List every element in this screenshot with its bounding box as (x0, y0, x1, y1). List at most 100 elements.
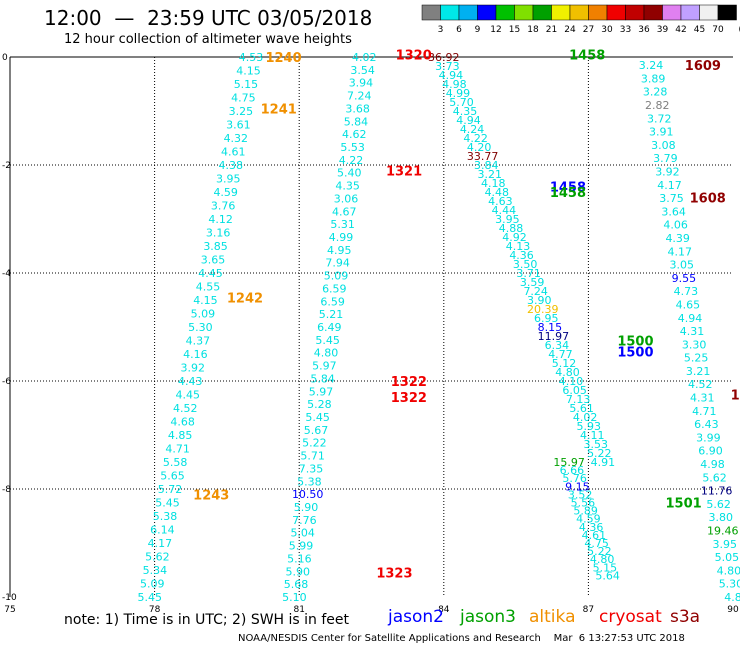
swh-value-label: 4.12 (208, 213, 233, 226)
time-label: 1608 (690, 191, 726, 206)
swh-value-label: 5.56 (571, 497, 596, 510)
swh-value-label: 3.54 (350, 64, 375, 77)
swh-value-label: 3.94 (349, 77, 374, 90)
swh-value-label: 7.35 (299, 462, 324, 475)
swh-value-label: 5.40 (337, 167, 362, 180)
swh-value-label: 4.99 (446, 87, 471, 100)
swh-value-label: 5.22 (587, 545, 612, 558)
swh-value-label: 6.66 (560, 464, 585, 477)
swh-value-label: 5.58 (163, 456, 188, 469)
swh-value-label: 5.62 (702, 471, 727, 484)
swh-value-label: 4.43 (178, 375, 203, 388)
color-scale-swatch (477, 4, 497, 21)
swh-value-label: 4.8 (724, 591, 740, 604)
color-scale-swatch (662, 4, 682, 21)
swh-value-label: 4.36 (509, 249, 534, 262)
swh-value-label: 5.84 (344, 115, 369, 128)
swh-value-label: 5.10 (282, 591, 307, 604)
swh-value-label: 3.65 (201, 254, 226, 267)
swh-value-label: 4.24 (460, 123, 485, 136)
swh-value-label: 3.84 (474, 159, 499, 172)
time-label: 1458 (550, 181, 586, 196)
swh-value-label: 4.88 (499, 222, 524, 235)
swh-value-label: 5.65 (160, 470, 185, 483)
swh-value-label: 3.89 (641, 72, 666, 85)
swh-value-label: 4.52 (173, 402, 198, 415)
swh-value-label: 5.64 (595, 569, 620, 582)
swh-value-label: 4.99 (329, 231, 354, 244)
color-scale-tick: 39 (657, 25, 669, 35)
swh-value-label: 4.11 (580, 429, 605, 442)
swh-value-label: 4.98 (700, 458, 725, 471)
swh-value-label: 3.80 (708, 511, 733, 524)
swh-value-label: 6.59 (322, 282, 347, 295)
swh-value-label: 3.95 (495, 213, 520, 226)
swh-value-label: 4.02 (573, 411, 598, 424)
swh-value-label: 5.09 (140, 578, 165, 591)
swh-value-label: 3.24 (639, 59, 664, 72)
swh-value-label: 4.61 (221, 146, 246, 159)
swh-value-label: 5.45 (155, 497, 180, 510)
legend-altika: altika (529, 607, 576, 627)
swh-value-label: 4.35 (335, 180, 360, 193)
swh-value-label: 5.62 (706, 498, 731, 511)
swh-value-label: 5.30 (188, 321, 213, 334)
swh-value-label: 3.61 (226, 119, 251, 132)
swh-value-label: 4.16 (183, 348, 208, 361)
time-label: 1458 (550, 186, 586, 201)
swh-value-label: 4.53 (239, 51, 264, 64)
color-scale-swatch (440, 4, 460, 21)
swh-value-label: 5.22 (587, 447, 612, 460)
swh-value-label: 3.91 (649, 126, 674, 139)
swh-value-label: 7.76 (292, 514, 317, 527)
swh-value-label: 4.32 (224, 132, 249, 145)
swh-value-label: 4.37 (186, 335, 211, 348)
color-scale-tick: 18 (527, 25, 539, 35)
swh-value-label: 3.79 (653, 152, 678, 165)
swh-value-label: 4.71 (692, 405, 717, 418)
swh-value-label: 3.90 (527, 294, 552, 307)
swh-value-label: 4.59 (213, 186, 238, 199)
swh-value-label: 4.15 (193, 294, 218, 307)
color-scale-tick: 42 (675, 25, 686, 35)
swh-value-label: 4.48 (485, 186, 510, 199)
swh-value-label: 4.22 (463, 132, 488, 145)
x-tick-label: 78 (149, 605, 161, 615)
swh-value-label: 4.94 (456, 114, 481, 127)
swh-value-label: 3.73 (435, 60, 460, 73)
swh-value-label: 5.71 (300, 450, 325, 463)
time-label: 1458 (569, 48, 605, 63)
color-scale-tick: 6 (456, 25, 462, 35)
swh-value-label: 3.75 (659, 192, 684, 205)
time-label: 1320 (396, 48, 432, 63)
color-scale-tick: 21 (546, 25, 557, 35)
swh-value-label: 3.06 (334, 192, 359, 205)
swh-value-label: 4.91 (591, 456, 616, 469)
swh-value-label: 4.02 (352, 51, 377, 64)
swh-value-label: 4.63 (488, 195, 513, 208)
swh-value-label: 5.68 (284, 578, 309, 591)
swh-value-label: 4.45 (198, 267, 223, 280)
swh-value-label: 4.31 (680, 325, 705, 338)
swh-value-label: 4.77 (548, 348, 573, 361)
swh-value-label: 5.28 (307, 398, 332, 411)
y-tick-label: 0 (2, 53, 8, 63)
color-scale-swatch (606, 4, 626, 21)
swh-value-label: 5.99 (289, 540, 314, 553)
swh-value-label: 5.76 (562, 472, 587, 485)
color-scale-tick: 3 (438, 25, 444, 35)
swh-value-label: 7.24 (347, 90, 372, 103)
swh-value-label: 4.68 (170, 416, 195, 429)
swh-value-label: 11.76 (701, 485, 733, 498)
swh-value-label: 4.61 (582, 529, 607, 542)
swh-value-label: 4.38 (219, 159, 244, 172)
swh-value-label: 3.50 (513, 258, 538, 271)
time-label: 1322 (391, 375, 427, 390)
color-scale-swatch (514, 4, 534, 21)
swh-value-label: 3.64 (661, 205, 686, 218)
swh-value-label: 36.92 (428, 51, 460, 64)
y-tick-label: -4 (2, 269, 11, 279)
color-scale-swatch (699, 4, 719, 21)
swh-value-label: 5.67 (304, 424, 329, 437)
time-label: 1500 (617, 335, 653, 350)
